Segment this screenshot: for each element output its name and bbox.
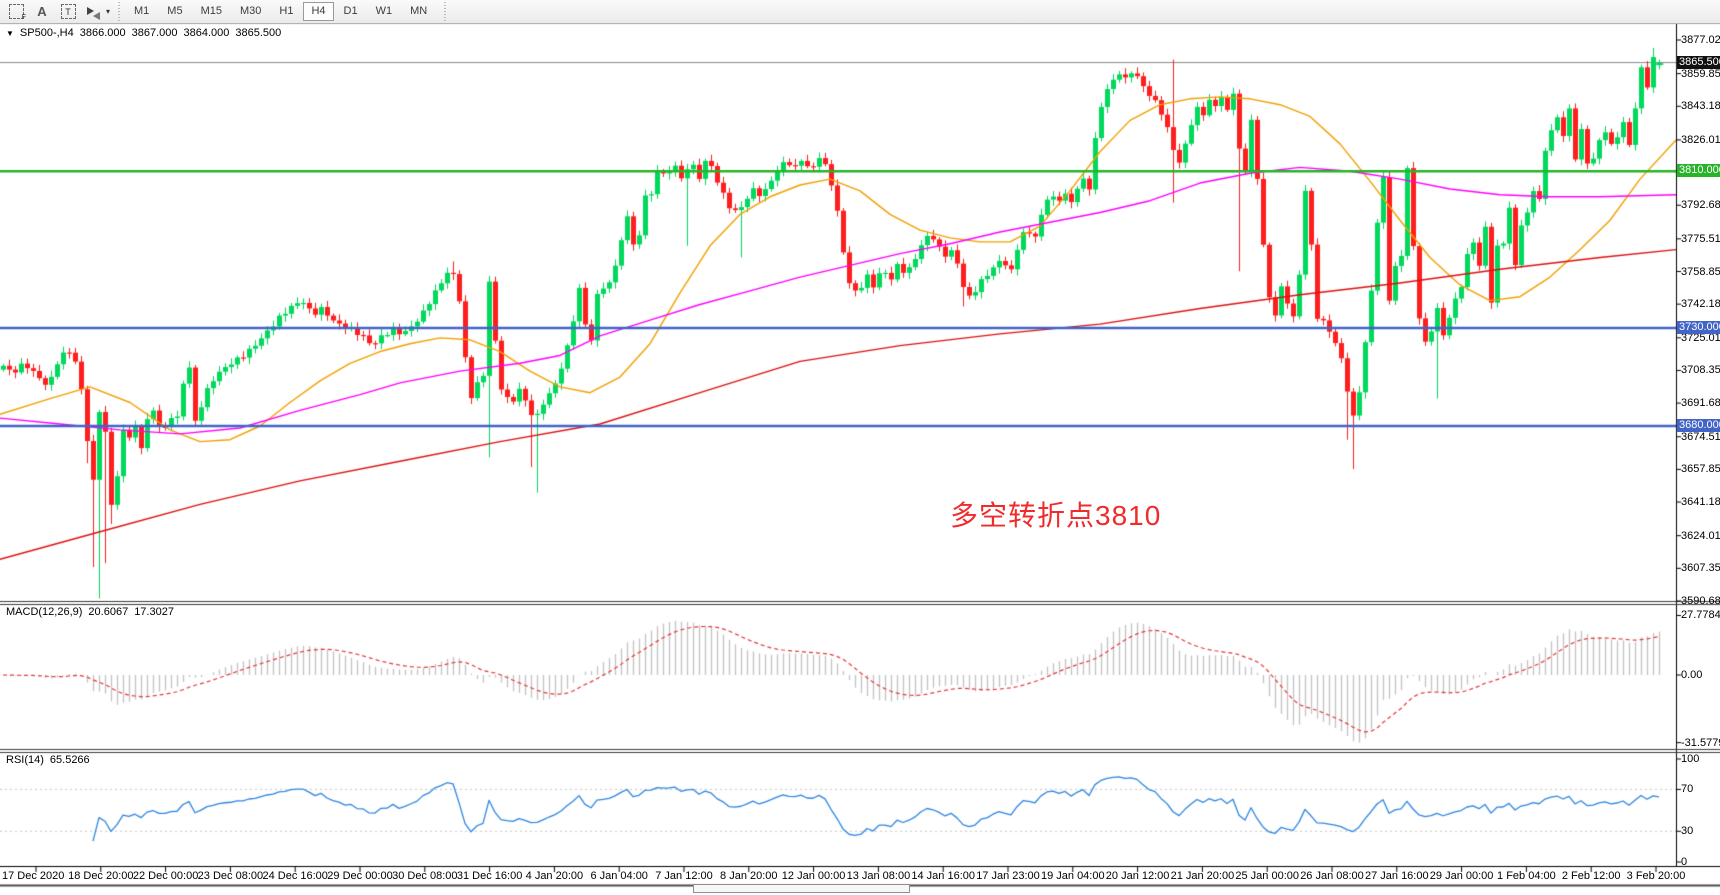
time-axis-label: 29 Dec 00:00: [327, 870, 393, 882]
price-badge-3680.000: 3680.000: [1677, 419, 1720, 432]
price-axis-label: 3674.515: [1681, 430, 1720, 443]
chart-annotation[interactable]: 多空转折点3810: [950, 500, 1162, 531]
timeframe-button-mn[interactable]: MN: [410, 5, 428, 17]
chart-title: ▼ SP500-,H4 3866.000 3867.000 3864.000 3…: [6, 27, 281, 39]
price-axis-label: 3641.185: [1681, 496, 1720, 509]
rsi-axis-label: 30: [1681, 825, 1694, 838]
time-axis-label: 20 Jan 12:00: [1105, 870, 1170, 882]
toolbar-separator: [118, 2, 121, 21]
time-axis-label: 21 Jan 20:00: [1170, 870, 1235, 882]
time-axis-label: 17 Jan 23:00: [976, 870, 1040, 882]
timeframe-button-m1[interactable]: M1: [134, 5, 150, 17]
expand-arrow-icon[interactable]: ▼: [6, 28, 14, 38]
time-axis-label: 13 Jan 08:00: [846, 870, 911, 882]
time-axis-label: 19 Jan 04:00: [1040, 870, 1105, 882]
price-badge-3810.000: 3810.000: [1677, 164, 1720, 178]
time-axis-label: 3 Feb 20:00: [1626, 870, 1686, 882]
price-axis-label: 3826.015: [1681, 133, 1720, 146]
price-badge-3730.000: 3730.000: [1677, 321, 1720, 335]
macd-axis-label: 0.00: [1681, 669, 1703, 681]
time-axis-label: 26 Jan 08:00: [1300, 870, 1364, 882]
price-axis-label: 3708.350: [1681, 364, 1720, 377]
price-axis-label: 3607.350: [1681, 562, 1720, 575]
cursor-marquee-icon[interactable]: F: [6, 3, 26, 21]
time-axis-label: 23 Dec 08:00: [197, 870, 264, 882]
time-axis-label: 14 Jan 16:00: [911, 870, 975, 882]
time-axis-label: 24 Dec 16:00: [262, 870, 328, 882]
quote-high: 3867.000: [131, 27, 178, 39]
chevron-down-icon[interactable]: ▾: [106, 7, 111, 16]
price-axis-label: 3859.850: [1681, 67, 1720, 80]
time-axis-label: 22 Dec 00:00: [132, 870, 199, 882]
quote-open: 3866.000: [79, 27, 126, 39]
price-axis-label: 3877.020: [1681, 34, 1720, 46]
toolbar-separator: [444, 2, 447, 21]
rsi-axis-label: 70: [1681, 783, 1694, 796]
time-axis-label: 31 Dec 16:00: [456, 870, 523, 882]
price-axis-label: 3758.850: [1681, 265, 1720, 278]
time-axis-label: 17 Dec 2020: [2, 870, 65, 882]
text-label-tool-icon[interactable]: T: [58, 3, 78, 20]
time-axis-label: 2 Feb 12:00: [1561, 870, 1621, 882]
time-axis-label: 29 Jan 00:00: [1429, 870, 1494, 882]
time-axis-label: 27 Jan 16:00: [1364, 870, 1429, 882]
timeframe-button-h1[interactable]: H1: [279, 5, 294, 17]
quote-close: 3865.500: [235, 27, 282, 39]
rsi-axis-label: 0: [1681, 856, 1688, 868]
macd-axis-label: -31.5779: [1681, 736, 1720, 749]
price-axis-label: 3725.015: [1681, 331, 1720, 344]
symbol-period-label: SP500-,H4: [19, 27, 74, 39]
horizontal-scrollbar-thumb[interactable]: [693, 884, 910, 893]
time-axis-label: 18 Dec 20:00: [68, 870, 134, 882]
timeframe-button-m30[interactable]: M30: [239, 5, 262, 17]
timeframe-button-m5[interactable]: M5: [167, 5, 183, 17]
price-badge-3865.500: 3865.500: [1677, 55, 1720, 69]
rsi-axis-label: 100: [1681, 753, 1700, 765]
time-axis-label: 8 Jan 20:00: [720, 870, 778, 882]
macd-axis-label: 27.7784: [1681, 609, 1720, 622]
rsi-indicator-label: RSI(14) 65.5266: [6, 754, 90, 766]
timeframe-button-d1[interactable]: D1: [343, 5, 358, 17]
time-axis-label: 30 Dec 08:00: [392, 870, 458, 882]
price-axis-label: 3590.685: [1681, 594, 1720, 607]
price-axis-label: 3742.185: [1681, 298, 1720, 311]
timeframe-button-m15[interactable]: M15: [200, 5, 222, 17]
timeframe-button-group: M1 M5 M15 M30 H1 H4 D1 W1 MN: [125, 2, 436, 21]
time-axis-label: 7 Jan 12:00: [655, 870, 713, 882]
quote-low: 3864.000: [183, 27, 230, 39]
price-axis-label: 3843.185: [1681, 100, 1720, 113]
time-axis-label: 6 Jan 04:00: [590, 870, 648, 882]
arrow-objects-icon[interactable]: [84, 3, 104, 20]
time-axis-label: 1 Feb 04:00: [1497, 870, 1556, 882]
pane-separator-macd[interactable]: [0, 599, 1676, 605]
price-axis-label: 3792.685: [1681, 199, 1720, 212]
timeframe-button-h4[interactable]: H4: [303, 2, 334, 21]
font-tool-icon[interactable]: A: [37, 4, 47, 19]
macd-indicator-label: MACD(12,26,9) 20.6067 17.3027: [6, 606, 174, 618]
time-axis-label: 25 Jan 00:00: [1235, 870, 1299, 882]
toolbar: F A T ▾ M1 M5 M15 M30 H1 H4 D1 W1 MN: [0, 0, 1720, 24]
time-axis-label: 4 Jan 20:00: [525, 870, 584, 882]
time-axis-label: 12 Jan 00:00: [781, 870, 846, 882]
price-axis-label: 3624.015: [1681, 529, 1720, 542]
price-axis-label: 3691.685: [1681, 397, 1720, 410]
timeframe-button-w1[interactable]: W1: [375, 5, 393, 17]
price-axis-label: 3657.850: [1681, 463, 1720, 476]
price-axis-label: 3775.515: [1681, 232, 1720, 245]
pane-separator-rsi[interactable]: [0, 747, 1676, 753]
